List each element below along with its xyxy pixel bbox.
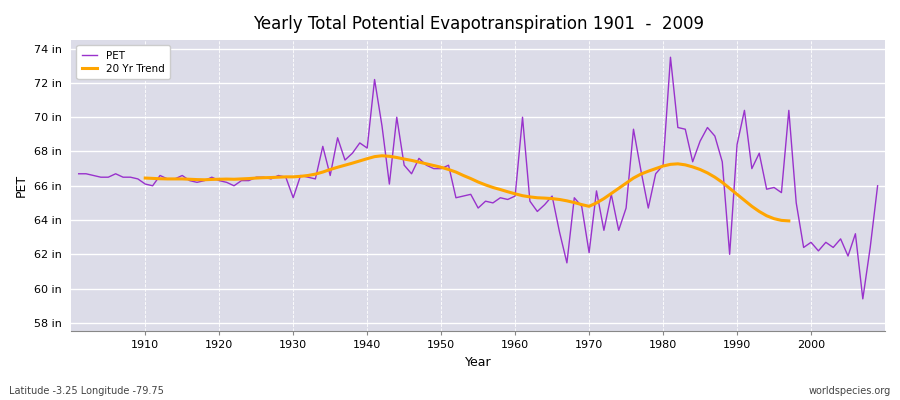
- 20 Yr Trend: [155, 176, 166, 181]
- X-axis label: Year: Year: [464, 356, 491, 369]
- 20 Yr Trend: [318, 170, 328, 174]
- Text: worldspecies.org: worldspecies.org: [809, 386, 891, 396]
- PET: [665, 55, 676, 60]
- 20 Yr Trend: [525, 194, 535, 199]
- PET: [132, 176, 143, 181]
- PET: [502, 197, 513, 202]
- Title: Yearly Total Potential Evapotranspiration 1901  -  2009: Yearly Total Potential Evapotranspiratio…: [253, 15, 704, 33]
- 20 Yr Trend: [783, 218, 794, 223]
- Line: PET: PET: [78, 57, 878, 299]
- Y-axis label: PET: PET: [15, 174, 28, 197]
- PET: [73, 171, 84, 176]
- PET: [598, 228, 609, 233]
- PET: [295, 173, 306, 178]
- 20 Yr Trend: [376, 153, 387, 158]
- PET: [858, 296, 868, 301]
- PET: [509, 194, 520, 198]
- 20 Yr Trend: [325, 167, 336, 172]
- 20 Yr Trend: [465, 176, 476, 181]
- Text: Latitude -3.25 Longitude -79.75: Latitude -3.25 Longitude -79.75: [9, 386, 164, 396]
- 20 Yr Trend: [140, 176, 150, 180]
- PET: [339, 158, 350, 162]
- Line: 20 Yr Trend: 20 Yr Trend: [145, 156, 788, 221]
- PET: [872, 183, 883, 188]
- 20 Yr Trend: [746, 204, 757, 209]
- Legend: PET, 20 Yr Trend: PET, 20 Yr Trend: [76, 45, 169, 79]
